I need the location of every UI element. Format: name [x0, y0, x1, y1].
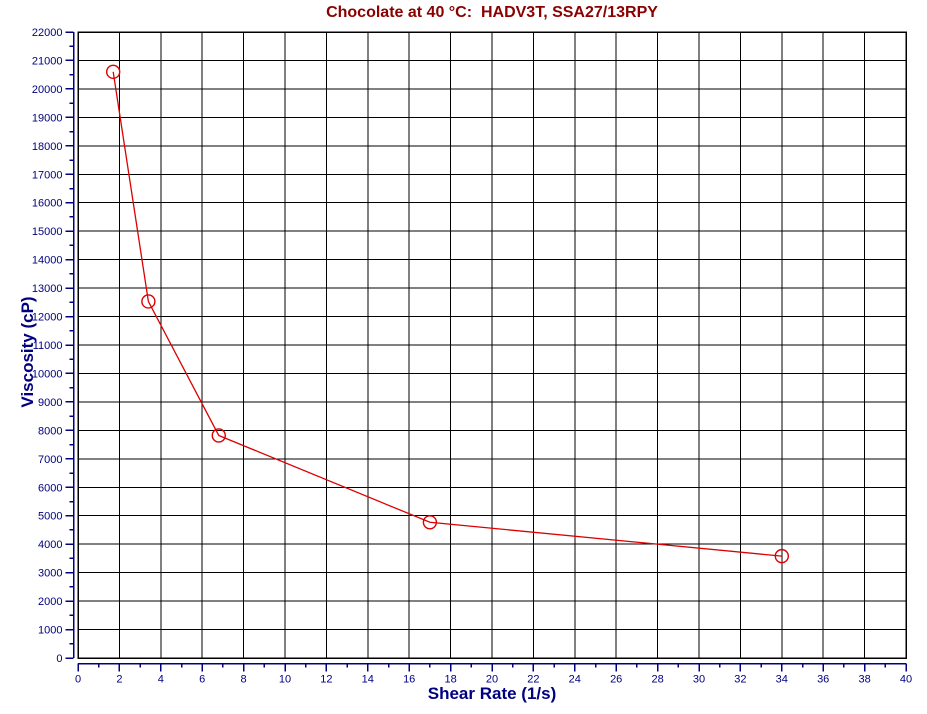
data-point-marker [211, 428, 226, 443]
data-point-marker [141, 294, 156, 309]
y-tick-label: 10000 [32, 368, 63, 380]
y-tick-label: 22000 [32, 27, 63, 39]
x-tick-label: 28 [651, 674, 663, 686]
y-tick-label: 14000 [32, 255, 63, 267]
y-tick-label: 20000 [32, 84, 63, 96]
axes-layer: 0100020003000400050006000700080009000100… [32, 27, 912, 686]
series-layer [105, 64, 789, 564]
data-point-marker [105, 64, 121, 80]
plot-frame [77, 31, 907, 659]
x-tick-label: 10 [279, 674, 291, 686]
x-tick-label: 8 [241, 674, 247, 686]
x-tick-label: 2 [116, 674, 122, 686]
y-tick-label: 13000 [32, 283, 63, 295]
y-tick-label: 21000 [32, 55, 63, 67]
x-tick-label: 32 [734, 674, 746, 686]
x-tick-label: 14 [362, 674, 374, 686]
x-tick-label: 22 [527, 674, 539, 686]
y-tick-label: 11000 [33, 340, 63, 352]
x-tick-label: 18 [444, 674, 456, 686]
x-tick-label: 38 [858, 674, 870, 686]
x-axis-title: Shear Rate (1/s) [427, 684, 557, 703]
y-tick-label: 3000 [38, 568, 62, 580]
y-tick-label: 6000 [38, 482, 62, 494]
y-tick-label: 5000 [38, 511, 62, 523]
y-tick-label: 4000 [38, 539, 62, 551]
y-tick-label: 15000 [32, 226, 63, 238]
x-tick-label: 0 [75, 674, 81, 686]
x-tick-label: 36 [817, 674, 829, 686]
chart-title: Chocolate at 40 °C: HADV3T, SSA27/13RPY [326, 4, 658, 21]
x-tick-label: 6 [199, 674, 205, 686]
y-tick-label: 18000 [32, 141, 63, 153]
x-tick-label: 40 [900, 674, 912, 686]
data-point-marker [422, 515, 438, 530]
y-tick-label: 2000 [38, 596, 62, 608]
y-tick-label: 19000 [32, 112, 63, 124]
x-tick-label: 16 [403, 674, 415, 686]
series-line [112, 71, 782, 557]
x-tick-label: 4 [158, 674, 164, 686]
x-tick-label: 26 [610, 674, 622, 686]
x-tick-label: 24 [569, 674, 581, 686]
grid-layer [77, 31, 907, 659]
y-tick-label: 16000 [32, 198, 63, 210]
x-tick-label: 20 [486, 674, 498, 686]
y-tick-label: 12000 [32, 312, 63, 324]
y-tick-label: 1000 [38, 625, 62, 637]
x-tick-label: 12 [320, 674, 332, 686]
y-tick-label: 8000 [38, 425, 62, 437]
y-tick-label: 9000 [38, 397, 62, 409]
x-tick-label: 30 [693, 674, 705, 686]
data-point-marker [774, 548, 789, 564]
x-tick-label: 34 [776, 674, 788, 686]
y-tick-label: 7000 [38, 454, 62, 466]
y-tick-label: 17000 [32, 169, 63, 181]
y-tick-label: 0 [56, 653, 62, 665]
